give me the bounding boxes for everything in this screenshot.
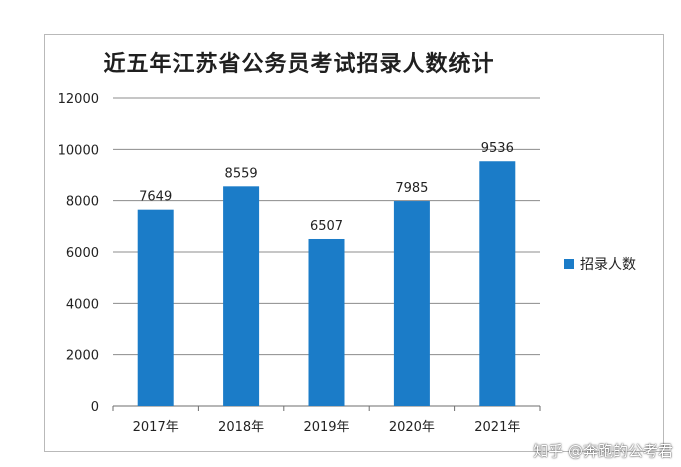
legend: 招录人数 (564, 254, 636, 274)
x-tick-label: 2018年 (218, 420, 264, 435)
chart-title: 近五年江苏省公务员考试招录人数统计 (103, 52, 495, 77)
y-tick-label: 4000 (66, 297, 99, 312)
legend-label: 招录人数 (580, 257, 636, 273)
bar (393, 201, 430, 406)
data-label: 6507 (310, 219, 343, 234)
legend-swatch (564, 259, 574, 269)
x-tick-label: 2017年 (133, 420, 179, 435)
y-tick-label: 0 (91, 400, 99, 415)
x-axis-ticks: 2017年 2018年 2019年 2020年 2021年 (112, 406, 541, 435)
data-label: 8559 (225, 166, 258, 181)
data-label: 9536 (481, 141, 514, 156)
data-label: 7649 (139, 190, 172, 205)
x-tick-label: 2020年 (389, 420, 435, 435)
x-tick-label: 2019年 (303, 420, 349, 435)
bar-series (137, 161, 516, 406)
bar (137, 209, 174, 406)
y-tick-label: 12000 (58, 92, 99, 107)
bar (308, 238, 345, 406)
y-tick-label: 6000 (66, 246, 99, 261)
y-tick-label: 10000 (58, 143, 99, 158)
x-tick-label: 2021年 (474, 420, 520, 435)
y-tick-label: 8000 (66, 195, 99, 210)
y-tick-label: 2000 (66, 349, 99, 364)
y-axis-ticks: 0 2000 4000 6000 8000 10000 12000 (58, 92, 99, 415)
data-label: 7985 (395, 181, 428, 196)
bar (223, 186, 260, 406)
data-labels: 7649 8559 6507 7985 9536 (139, 141, 514, 234)
watermark-text: 知乎 @奔跑的公考君 (533, 442, 673, 460)
bar (479, 161, 516, 406)
